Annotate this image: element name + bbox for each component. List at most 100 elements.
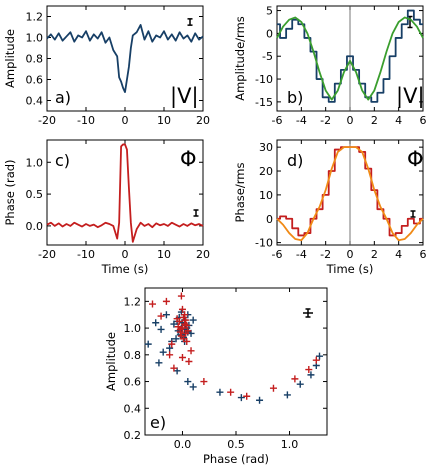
scatter-point — [173, 315, 181, 323]
scatter-point — [152, 319, 160, 327]
x-tick-label: 6 — [420, 114, 427, 127]
panel-4: -6 -4 -2 0 2 4 6 -10 0 10 20 30 Time (s) Phase/rms d) Φ — [233, 139, 427, 276]
scatter-point — [148, 300, 156, 308]
scatter-point — [177, 292, 185, 300]
y-tick-label: 5 — [266, 5, 273, 18]
x-tick-label: 10 — [157, 248, 171, 261]
panel-1: -20 -10 0 10 20 0.4 0.6 0.8 1.0 1.2 Amplitude a) |V| — [3, 5, 210, 127]
panel-label: a) — [55, 88, 71, 107]
y-tick-label: -5 — [262, 50, 273, 63]
scatter-point — [269, 384, 277, 392]
x-tick-label: 2 — [371, 248, 378, 261]
series-line-2 — [276, 16, 424, 101]
scatter-point — [184, 327, 192, 335]
x-tick-label: 4 — [395, 114, 402, 127]
y-tick-label: 0.2 — [124, 429, 142, 442]
x-tick-label: -6 — [272, 114, 283, 127]
y-tick-label: -15 — [255, 96, 273, 109]
y-axis-label: Amplitude/rms — [233, 16, 247, 101]
scatter-point — [305, 366, 313, 374]
scatter-point — [307, 371, 315, 379]
scatter-point — [144, 340, 152, 348]
y-axis-label: Phase/rms — [233, 163, 247, 223]
scatter-point — [227, 388, 235, 396]
y-tick-label: 10 — [259, 189, 273, 202]
scatter-point — [312, 356, 320, 364]
x-tick-label: -4 — [296, 114, 307, 127]
scatter-point — [157, 325, 165, 333]
panel-label: e) — [150, 413, 166, 432]
scatter-point — [283, 391, 291, 399]
y-tick-label: 30 — [259, 141, 273, 154]
scatter-point — [237, 394, 245, 402]
scatter-point — [157, 312, 165, 320]
y-tick-label: 0.4 — [124, 402, 142, 415]
y-tick-label: 0.6 — [26, 74, 44, 87]
series-line-1 — [46, 24, 204, 93]
panel-3: -20 -10 0 10 20 0.0 0.5 1.0 Time (s) Phase (rad) c… — [3, 139, 210, 276]
series-line-1 — [277, 9, 423, 103]
panel-symbol: |V| — [170, 84, 199, 109]
scatter-point — [200, 378, 208, 386]
scatter-point — [178, 353, 186, 361]
y-tick-label: 1.0 — [26, 156, 44, 169]
scatter-point — [291, 375, 299, 383]
x-tick-label: 20 — [196, 248, 210, 261]
scatter-point — [162, 311, 170, 319]
scatter-point — [174, 323, 182, 331]
x-tick-label: 0.5 — [227, 438, 245, 451]
panel-5: 0.0 0.5 1.0 0.2 0.4 0.6 0.8 1.0 1.2 Phase (rad) Am… — [104, 287, 328, 466]
x-tick-label: -4 — [296, 248, 307, 261]
panel-symbol: Φ — [180, 147, 197, 171]
scatter-point — [296, 380, 304, 388]
y-axis-label: Phase (rad) — [3, 159, 17, 225]
scatter-point — [184, 378, 192, 386]
x-tick-label: 20 — [196, 114, 210, 127]
series-line-1 — [46, 143, 204, 243]
scatter-point — [183, 337, 191, 345]
scatter-point — [166, 344, 174, 352]
x-axis-label: Phase (rad) — [203, 452, 269, 466]
y-tick-label: 0.8 — [124, 349, 142, 362]
scatter-point — [256, 396, 264, 404]
scatter-point — [183, 321, 191, 329]
panel-2: -6 -4 -2 0 2 4 6 -15 -10 -5 0 5 Amplitude/rms b) |V| — [233, 5, 427, 127]
series-line-2 — [276, 146, 424, 242]
y-tick-label: 0.8 — [26, 53, 44, 66]
scatter-point — [243, 392, 251, 400]
y-axis-label: Amplitude — [104, 332, 118, 391]
scatter-point — [181, 311, 189, 319]
x-tick-label: 10 — [157, 114, 171, 127]
x-tick-label: 4 — [395, 248, 402, 261]
x-tick-label: 0 — [347, 248, 354, 261]
x-tick-label: 0 — [122, 248, 129, 261]
scatter-point — [168, 340, 176, 348]
panel-label: d) — [287, 151, 303, 170]
y-tick-label: 0.0 — [26, 220, 44, 233]
y-tick-label: 0 — [266, 27, 273, 40]
x-tick-label: 0 — [347, 114, 354, 127]
scatter-point — [159, 348, 167, 356]
y-tick-label: -10 — [255, 73, 273, 86]
y-tick-label: 0 — [266, 213, 273, 226]
scatter-point — [316, 352, 324, 360]
x-tick-label: 0.0 — [174, 438, 192, 451]
scatter-point — [166, 351, 174, 359]
x-tick-label: -10 — [77, 248, 95, 261]
plot-frame — [144, 287, 328, 436]
x-tick-label: 6 — [420, 248, 427, 261]
scatter-point — [187, 347, 195, 355]
x-tick-label: -20 — [38, 114, 56, 127]
x-axis-label: Time (s) — [326, 262, 374, 276]
y-tick-label: 1.2 — [26, 11, 44, 24]
y-axis-label: Amplitude — [3, 29, 17, 88]
scatter-point — [189, 316, 197, 324]
panel-symbol: |V| — [396, 84, 425, 109]
panel-label: b) — [287, 88, 303, 107]
x-tick-label: 0 — [122, 114, 129, 127]
x-tick-label: -2 — [320, 114, 331, 127]
scatter-point — [176, 328, 184, 336]
y-tick-label: 0.5 — [26, 188, 44, 201]
y-tick-label: 0.6 — [124, 376, 142, 389]
